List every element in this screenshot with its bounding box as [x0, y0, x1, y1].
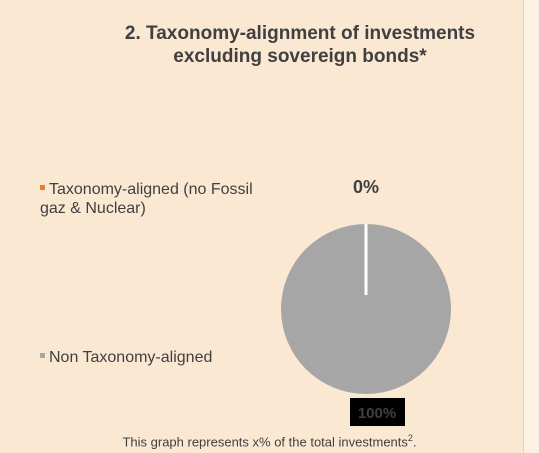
- pie-slice-non-aligned: [281, 224, 451, 394]
- data-label-non-aligned: 100%: [358, 405, 396, 422]
- footnote-suffix: .: [412, 434, 417, 450]
- legend-item-non-aligned: Non Taxonomy-aligned: [40, 348, 240, 367]
- data-label-non-aligned-group: 100%: [350, 398, 405, 426]
- chart-title-line-2: excluding sovereign bonds*: [173, 46, 427, 67]
- data-label-non-aligned-box: [350, 398, 405, 426]
- chart-title-line-1: 2. Taxonomy-alignment of investments: [124, 23, 476, 44]
- chart-title: 2. Taxonomy-alignment of investments exc…: [60, 22, 539, 68]
- chart-footnote: This graph represents x% of the total in…: [0, 433, 539, 449]
- legend-item-aligned: Taxonomy-aligned (no Fossil gaz & Nuclea…: [40, 180, 260, 218]
- legend-label-non-aligned: Non Taxonomy-aligned: [49, 349, 213, 366]
- data-label-aligned: 0%: [353, 177, 379, 197]
- footnote-superscript: 2: [407, 433, 413, 443]
- legend-marker-aligned: [40, 185, 45, 191]
- chart-panel: [0, 0, 524, 453]
- legend-marker-non-aligned: [40, 353, 45, 359]
- legend-label-aligned: Taxonomy-aligned (no Fossil gaz & Nuclea…: [40, 181, 253, 217]
- footnote-text: This graph represents x% of the total in…: [122, 434, 408, 450]
